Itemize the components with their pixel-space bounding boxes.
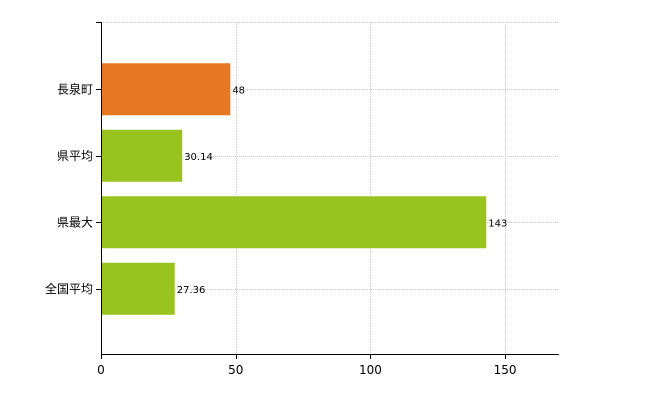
- bars: [101, 63, 487, 315]
- category-label-3: 全国平均: [45, 281, 93, 296]
- bar-0: [101, 63, 231, 116]
- x-tick-label-3: 150: [494, 363, 517, 377]
- category-label-0: 長泉町: [57, 82, 93, 96]
- value-label-3: 27.36: [177, 285, 206, 296]
- value-label-1: 30.14: [184, 152, 213, 163]
- value-label-0: 48: [232, 85, 245, 96]
- bar-1: [101, 129, 183, 182]
- x-tick-label-1: 50: [228, 363, 243, 377]
- category-label-2: 県最大: [57, 215, 93, 229]
- axes: [96, 22, 559, 359]
- category-label-1: 県平均: [57, 149, 93, 163]
- bar-2: [101, 196, 487, 249]
- x-tick-label-2: 100: [359, 363, 382, 377]
- value-label-2: 143: [488, 218, 507, 229]
- x-tick-label-0: 0: [97, 363, 105, 377]
- bar-3: [101, 262, 175, 315]
